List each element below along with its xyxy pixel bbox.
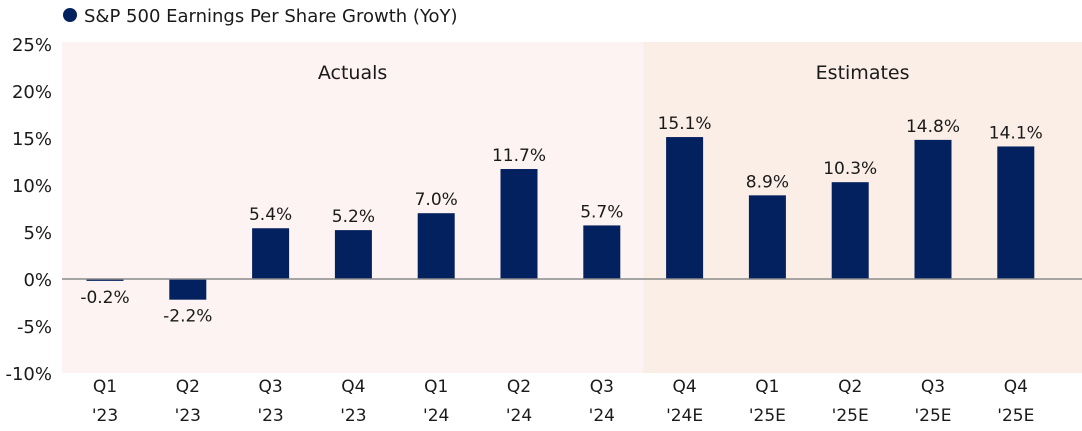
data-label: 5.4%: [249, 205, 292, 225]
x-tick-label: Q3: [921, 377, 945, 397]
data-label: 14.8%: [906, 117, 960, 137]
bar: [583, 225, 621, 279]
x-tick-label: '23: [175, 406, 201, 426]
y-tick-label: 10%: [12, 176, 52, 197]
x-tick-label: '23: [92, 406, 118, 426]
y-tick-label: 0%: [23, 270, 52, 291]
data-label: 10.3%: [823, 159, 877, 179]
x-tick-label: '25E: [832, 406, 869, 426]
x-tick-label: '25E: [914, 406, 951, 426]
y-tick-label: -10%: [5, 364, 52, 385]
x-tick-label: '24E: [666, 406, 703, 426]
region-label: Actuals: [318, 62, 387, 84]
x-tick-label: Q1: [93, 377, 117, 397]
bar: [748, 195, 786, 279]
x-tick-label: '24: [423, 406, 449, 426]
y-tick-label: -5%: [17, 317, 52, 338]
x-tick-label: '24: [589, 406, 615, 426]
data-label: 7.0%: [415, 190, 458, 210]
x-tick-label: Q3: [590, 377, 614, 397]
bar: [914, 139, 952, 279]
bar: [417, 213, 455, 279]
y-tick-label: 25%: [12, 35, 52, 56]
x-tick-label: Q4: [1004, 377, 1028, 397]
data-label: 11.7%: [492, 146, 546, 166]
bar: [500, 169, 538, 279]
y-tick-label: 15%: [12, 129, 52, 150]
x-tick-label: Q3: [258, 377, 282, 397]
data-label: 5.2%: [332, 207, 375, 227]
data-label: -2.2%: [163, 307, 212, 327]
data-label: 8.9%: [746, 172, 789, 192]
bar: [666, 137, 704, 279]
x-tick-label: Q1: [424, 377, 448, 397]
region-actuals: [62, 42, 644, 373]
bar: [252, 228, 290, 279]
x-tick-label: Q1: [755, 377, 779, 397]
bar: [334, 230, 372, 279]
data-label: 15.1%: [658, 114, 712, 134]
data-label: -0.2%: [80, 288, 129, 308]
x-tick-label: Q4: [672, 377, 696, 397]
bar: [86, 279, 124, 281]
bar: [169, 279, 207, 300]
x-tick-label: '25E: [997, 406, 1034, 426]
data-label: 14.1%: [989, 123, 1043, 143]
legend-label: S&P 500 Earnings Per Share Growth (YoY): [84, 6, 458, 27]
x-tick-label: Q2: [507, 377, 531, 397]
x-tick-label: '23: [257, 406, 283, 426]
y-tick-label: 20%: [12, 82, 52, 103]
x-tick-label: '24: [506, 406, 532, 426]
bar: [997, 146, 1035, 279]
x-tick-label: Q4: [341, 377, 365, 397]
x-tick-label: '25E: [749, 406, 786, 426]
x-tick-label: Q2: [176, 377, 200, 397]
x-tick-label: '23: [340, 406, 366, 426]
bar: [831, 182, 869, 279]
x-tick-label: Q2: [838, 377, 862, 397]
y-tick-label: 5%: [23, 223, 52, 244]
region-label: Estimates: [816, 62, 910, 84]
legend-marker: [63, 8, 77, 22]
data-label: 5.7%: [580, 202, 623, 222]
